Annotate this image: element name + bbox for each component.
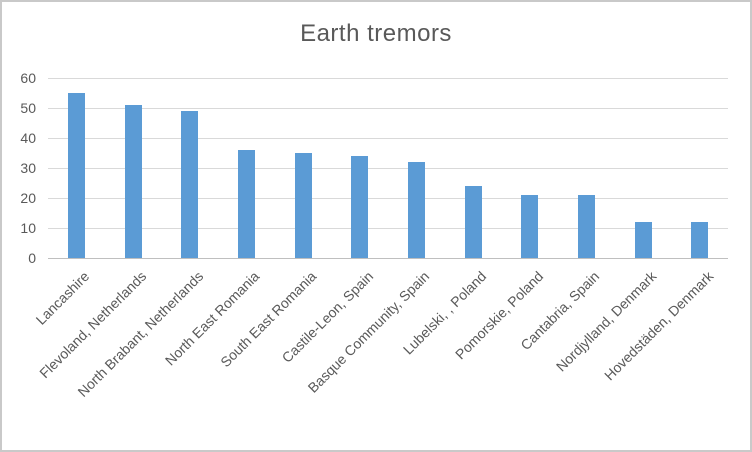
chart-title: Earth tremors [300, 20, 452, 47]
y-gridline [48, 108, 728, 109]
bar [181, 111, 199, 258]
y-gridline [48, 138, 728, 139]
bar [521, 195, 539, 258]
y-axis-tick-label: 50 [20, 100, 36, 116]
bar [407, 162, 425, 258]
y-axis-tick-label: 0 [28, 250, 36, 266]
y-axis-tick-label: 20 [20, 190, 36, 206]
y-axis-tick-label: 40 [20, 130, 36, 146]
y-axis-tick-label: 30 [20, 160, 36, 176]
y-gridline [48, 198, 728, 199]
y-axis-tick-label: 60 [20, 70, 36, 86]
y-axis-tick-label: 10 [20, 220, 36, 236]
bar [634, 222, 652, 258]
bar [577, 195, 595, 258]
bar [294, 153, 312, 258]
y-gridline [48, 168, 728, 169]
bar [351, 156, 369, 258]
bar [67, 93, 85, 258]
y-gridline [48, 78, 728, 79]
bar [124, 105, 142, 258]
x-axis-line [48, 258, 728, 259]
bar [691, 222, 709, 258]
bar [464, 186, 482, 258]
y-gridline [48, 228, 728, 229]
bar [237, 150, 255, 258]
